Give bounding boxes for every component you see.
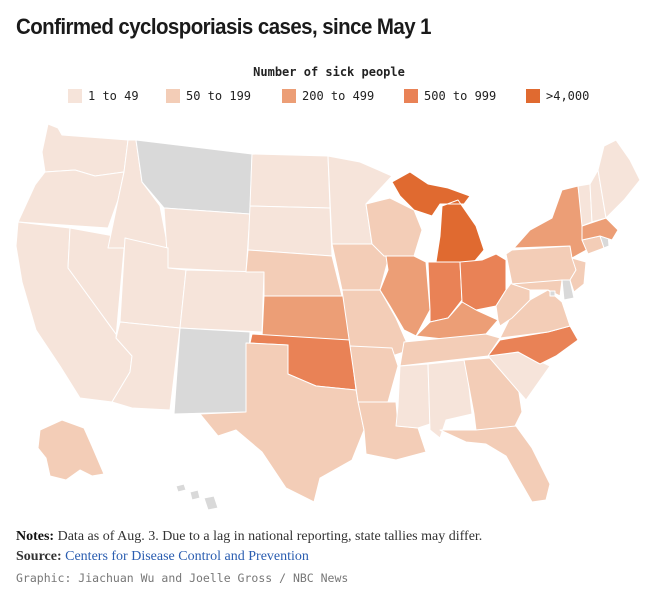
- legend-swatch: [166, 89, 180, 103]
- legend-item: >4,000: [526, 88, 589, 104]
- state-NJ[interactable]: [569, 257, 587, 293]
- state-AR[interactable]: [349, 345, 399, 403]
- state-OR[interactable]: [17, 169, 125, 229]
- legend-label: 1 to 49: [88, 89, 139, 103]
- legend-label: 50 to 199: [186, 89, 252, 103]
- chart-title: Confirmed cyclosporiasis cases, since Ma…: [16, 14, 432, 39]
- legend-item: 500 to 999: [404, 88, 496, 104]
- legend-label: >4,000: [546, 89, 590, 103]
- state-DE[interactable]: [561, 279, 575, 301]
- state-AK[interactable]: [37, 419, 105, 481]
- legend-swatch: [68, 89, 82, 103]
- legend-swatch: [282, 89, 296, 103]
- state-MS[interactable]: [395, 363, 431, 429]
- legend-item: 50 to 199: [166, 88, 251, 104]
- state-HI[interactable]: [175, 483, 219, 511]
- notes-label: Notes:: [16, 529, 55, 544]
- state-PA[interactable]: [505, 245, 577, 285]
- state-LA[interactable]: [357, 401, 427, 461]
- credit: Graphic: Jiachuan Wu and Joelle Gross / …: [16, 571, 349, 585]
- state-IL[interactable]: [379, 255, 431, 337]
- state-AL[interactable]: [427, 359, 473, 439]
- legend-swatch: [526, 89, 540, 103]
- source-link[interactable]: Centers for Disease Control and Preventi…: [65, 549, 309, 564]
- state-AZ[interactable]: [111, 321, 181, 411]
- state-MI[interactable]: [391, 171, 485, 263]
- source: Source: Centers for Disease Control and …: [16, 549, 309, 565]
- us-map: [15, 123, 641, 511]
- state-KS[interactable]: [261, 295, 351, 341]
- state-NC[interactable]: [487, 325, 579, 365]
- state-TX[interactable]: [199, 342, 365, 503]
- state-DC[interactable]: [549, 290, 556, 297]
- state-WV[interactable]: [495, 281, 531, 327]
- state-FL[interactable]: [439, 425, 551, 503]
- state-TN[interactable]: [399, 333, 501, 367]
- legend-label: 500 to 999: [424, 89, 497, 103]
- state-ME[interactable]: [597, 139, 641, 219]
- legend-item: 1 to 49: [68, 88, 139, 104]
- notes-text: Data as of Aug. 3. Due to a lag in natio…: [57, 529, 483, 544]
- state-WY[interactable]: [163, 207, 251, 273]
- state-NM[interactable]: [173, 327, 251, 415]
- state-CO[interactable]: [179, 269, 265, 333]
- legend-item: 200 to 499: [282, 88, 374, 104]
- state-WA[interactable]: [41, 123, 129, 177]
- state-ND[interactable]: [249, 153, 331, 209]
- legend-swatch: [404, 89, 418, 103]
- legend-title: Number of sick people: [253, 65, 405, 79]
- legend: 1 to 49 50 to 199 200 to 499 500 to 999 …: [0, 88, 658, 104]
- legend-label: 200 to 499: [302, 89, 375, 103]
- state-WI[interactable]: [365, 197, 423, 257]
- state-SD[interactable]: [247, 205, 333, 257]
- notes: Notes: Data as of Aug. 3. Due to a lag i…: [16, 529, 646, 545]
- source-label: Source:: [16, 549, 62, 564]
